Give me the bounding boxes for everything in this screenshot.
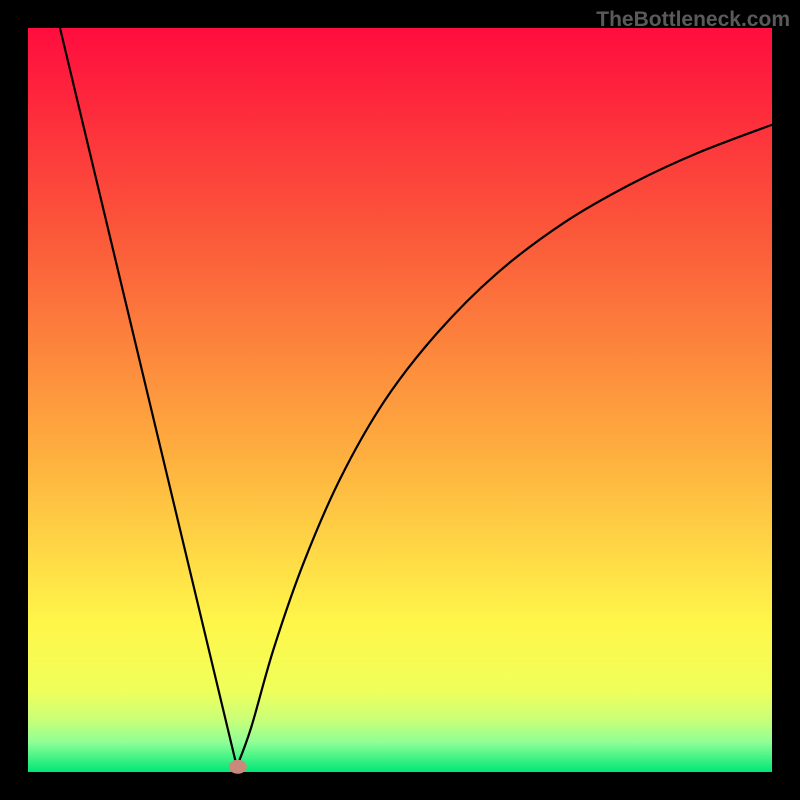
chart-frame: TheBottleneck.com (0, 0, 800, 800)
curve-left (60, 28, 236, 765)
plot-area (28, 28, 772, 772)
curve-right (236, 125, 772, 769)
curve-layer (28, 28, 772, 772)
trough-marker (229, 760, 247, 774)
